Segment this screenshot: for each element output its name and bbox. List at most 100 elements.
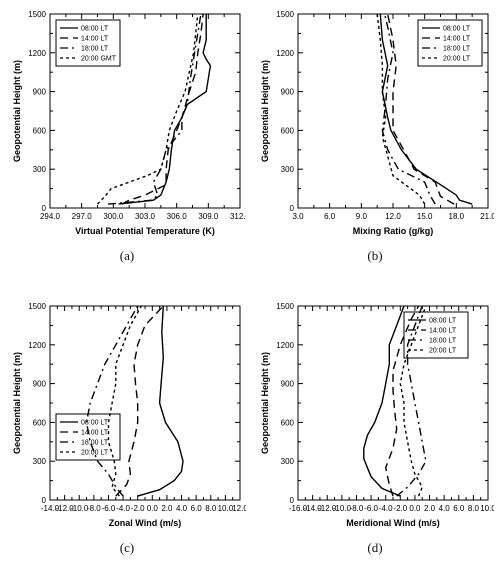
legend-label: 20:00 LT: [443, 56, 471, 63]
panel-a: 294.0297.0300.0303.0306.0309.0312.003006…: [8, 8, 246, 242]
chart-d: -16.0-14.0-12.0-10.0-8.0-6.0-4.0-2.00.02…: [256, 300, 494, 534]
x-tick-label: 312.0: [230, 212, 246, 221]
x-tick-label: -8.0: [87, 504, 101, 513]
y-tick-label: 1200: [28, 49, 46, 58]
legend-label: 20:00 LT: [429, 348, 457, 355]
x-tick-label: 15.0: [417, 212, 433, 221]
x-tick-label: -4.0: [379, 504, 393, 513]
y-axis-title: Geopotential Height (m): [260, 352, 270, 454]
x-tick-label: -2.0: [131, 504, 145, 513]
x-tick-label: 8.0: [205, 504, 217, 513]
x-tick-label: 309.0: [198, 212, 219, 221]
x-tick-label: -6.0: [102, 504, 116, 513]
y-tick-label: 300: [33, 165, 47, 174]
y-tick-label: 300: [33, 457, 47, 466]
series-1: [122, 14, 203, 204]
chart-c: -14.0-12.0-10.0-8.0-6.0-4.0-2.00.02.04.0…: [8, 300, 246, 534]
legend-label: 14:00 LT: [443, 36, 471, 43]
x-tick-label: -6.0: [364, 504, 378, 513]
x-tick-label: 3.0: [292, 212, 304, 221]
x-tick-label: 2.0: [424, 504, 436, 513]
series-3: [98, 14, 198, 204]
y-tick-label: 0: [42, 496, 47, 505]
series-1: [116, 306, 164, 496]
y-tick-label: 1500: [28, 10, 46, 19]
y-tick-label: 600: [281, 418, 295, 427]
x-tick-label: 0.0: [409, 504, 421, 513]
y-tick-label: 600: [33, 126, 47, 135]
y-axis-title: Geopotential Height (m): [12, 60, 22, 162]
legend-label: 18:00 LT: [81, 46, 109, 53]
x-tick-label: 6.0: [191, 504, 203, 513]
x-tick-label: 4.0: [439, 504, 451, 513]
x-axis-title: Zonal Wind (m/s): [109, 518, 181, 528]
x-tick-label: 8.0: [468, 504, 480, 513]
x-tick-label: 4.0: [176, 504, 188, 513]
legend-label: 14:00 LT: [81, 36, 109, 43]
y-tick-label: 1200: [28, 341, 46, 350]
series-0: [119, 14, 211, 204]
panel-b: 3.06.09.012.015.018.021.0030060090012001…: [256, 8, 494, 242]
legend-label: 08:00 LT: [81, 26, 109, 33]
legend-label: 18:00 LT: [443, 46, 471, 53]
x-tick-label: 12.0: [232, 504, 246, 513]
legend: 08:00 LT14:00 LT18:00 LT20:00 LT: [404, 312, 468, 358]
legend-label: 18:00 LT: [81, 440, 109, 447]
x-tick-label: 300.0: [103, 212, 124, 221]
y-tick-label: 1200: [276, 341, 294, 350]
y-tick-label: 300: [281, 457, 295, 466]
series-0: [138, 306, 183, 496]
x-axis-title: Mixing Ratio (g/kg): [353, 226, 434, 236]
x-tick-label: 294.0: [40, 212, 61, 221]
x-tick-label: 6.0: [453, 504, 465, 513]
x-tick-label: 6.0: [324, 212, 336, 221]
y-tick-label: 600: [33, 418, 47, 427]
series-0: [380, 14, 472, 204]
x-axis-title: Meridional Wind (m/s): [346, 518, 439, 528]
x-tick-label: 10.0: [480, 504, 494, 513]
x-tick-label: 2.0: [161, 504, 173, 513]
y-tick-label: 1500: [28, 302, 46, 311]
y-tick-label: 1500: [276, 302, 294, 311]
x-tick-label: 12.0: [385, 212, 401, 221]
y-tick-label: 1200: [276, 49, 294, 58]
figure-2x2: { "canvas": {"w":501,"h":570}, "panel_po…: [0, 0, 501, 570]
x-tick-label: 0.0: [147, 504, 159, 513]
y-tick-label: 0: [290, 204, 295, 213]
legend-label: 08:00 LT: [443, 26, 471, 33]
legend-label: 14:00 LT: [429, 328, 457, 335]
caption-b: (b): [256, 248, 494, 264]
legend: 08:00 LT 14:00 LT 18:00 LT 20:00 GMT: [56, 20, 120, 66]
caption-d: (d): [256, 540, 494, 556]
y-tick-label: 600: [281, 126, 295, 135]
legend-label: 08:00 LT: [81, 420, 109, 427]
series-1: [388, 14, 455, 204]
y-tick-label: 900: [33, 88, 47, 97]
series-2: [108, 14, 201, 204]
legend-label: 20:00 GMT: [81, 56, 117, 63]
y-tick-label: 900: [281, 88, 295, 97]
x-tick-label: 306.0: [167, 212, 188, 221]
x-tick-label: 9.0: [356, 212, 368, 221]
series-3: [109, 306, 142, 496]
x-tick-label: -8.0: [350, 504, 364, 513]
caption-c: (c): [8, 540, 246, 556]
legend-label: 08:00 LT: [429, 318, 457, 325]
x-tick-label: 297.0: [72, 212, 93, 221]
chart-b: 3.06.09.012.015.018.021.0030060090012001…: [256, 8, 494, 242]
y-tick-label: 300: [281, 165, 295, 174]
y-tick-label: 0: [290, 496, 295, 505]
series-2: [397, 306, 426, 496]
x-axis-title: Virtual Potential Temperature (K): [75, 226, 215, 236]
series-0: [364, 306, 404, 496]
caption-a: (a): [8, 248, 246, 264]
panel-c: -14.0-12.0-10.0-8.0-6.0-4.0-2.00.02.04.0…: [8, 300, 246, 534]
chart-a: 294.0297.0300.0303.0306.0309.0312.003006…: [8, 8, 246, 242]
legend: 08:00 LT 14:00 LT 18:00 LT 20:00 LT: [418, 20, 482, 66]
legend-label: 20:00 LT: [81, 450, 109, 457]
y-tick-label: 0: [42, 204, 47, 213]
panel-d: -16.0-14.0-12.0-10.0-8.0-6.0-4.0-2.00.02…: [256, 300, 494, 534]
legend: 08:00 LT14:00 LT18:00 LT20:00 LT: [56, 414, 120, 460]
x-tick-label: -2.0: [393, 504, 407, 513]
y-axis-title: Geopotential Height (m): [260, 60, 270, 162]
